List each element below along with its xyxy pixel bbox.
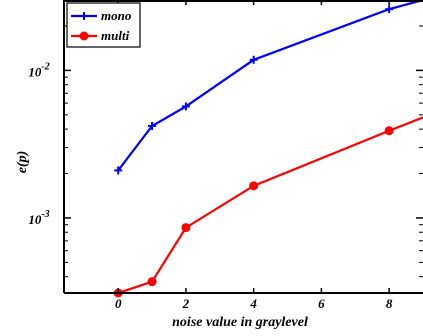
data-point-mono	[181, 102, 190, 111]
series-mono	[114, 0, 423, 175]
x-tick-label: 2	[182, 296, 190, 311]
legend-item-mono: mono	[71, 8, 132, 23]
legend-label: mono	[101, 8, 132, 23]
series-lines	[113, 0, 423, 298]
data-point-multi	[147, 277, 157, 287]
x-tick-label: 4	[249, 296, 257, 311]
y-tick-label: 10-2	[28, 61, 49, 79]
data-point-multi	[249, 181, 259, 191]
axes: 0 2 4 6 8 10-3 10-2	[28, 0, 423, 311]
data-point-mono	[114, 166, 123, 175]
x-tick-label: 0	[115, 296, 122, 311]
data-point-mono	[148, 121, 157, 130]
series-line-mono	[117, 0, 423, 172]
legend-box	[66, 2, 141, 48]
data-point-mono	[385, 5, 394, 14]
legend-label: multi	[101, 28, 130, 43]
data-point-multi	[384, 126, 394, 136]
y-axis-label: e(p)	[15, 151, 30, 174]
x-tick-label: 8	[386, 296, 393, 311]
y-tick-label: 10-3	[28, 209, 49, 227]
legend-marker	[79, 31, 89, 41]
data-point-multi	[181, 223, 191, 233]
legend: mono multi	[66, 2, 141, 48]
legend-item-multi: multi	[71, 28, 130, 43]
x-axis-label: noise value in graylevel	[172, 315, 308, 330]
data-point-mono	[249, 55, 258, 64]
series-multi	[113, 116, 423, 298]
x-tick-label: 6	[318, 296, 325, 311]
series-line-multi	[117, 116, 423, 295]
legend-marker	[80, 12, 88, 20]
